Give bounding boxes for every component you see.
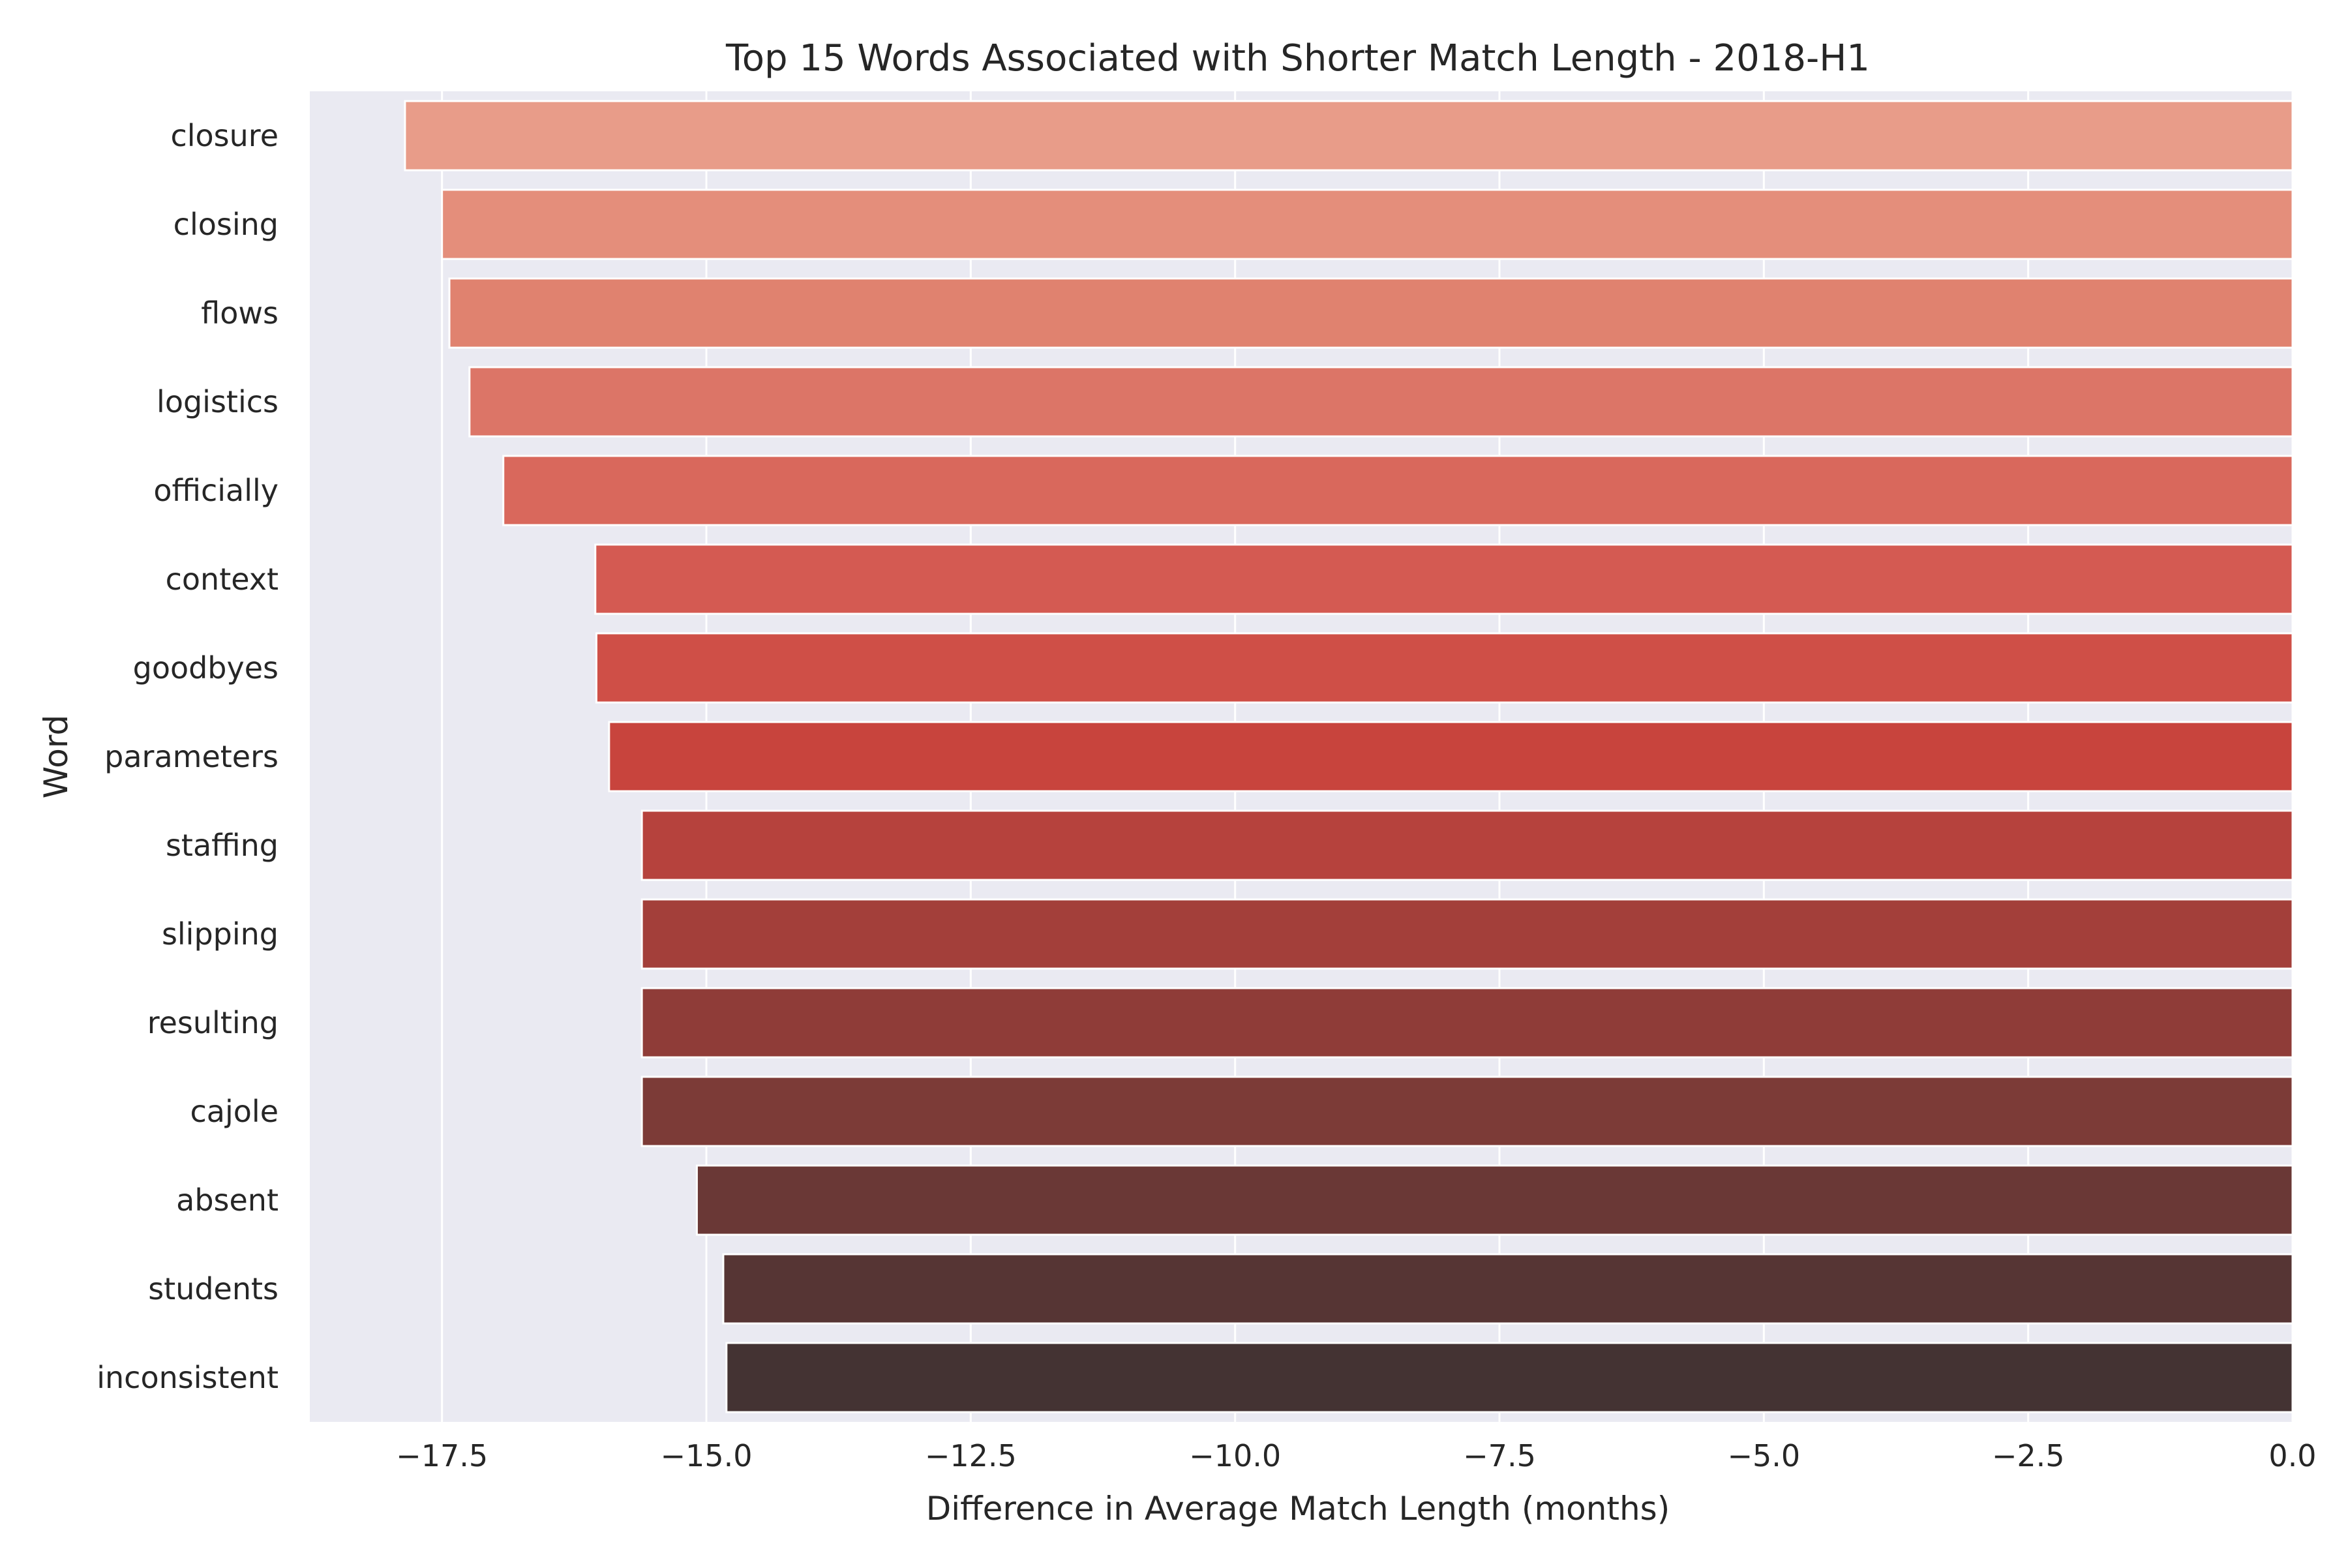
bar-goodbyes — [595, 632, 2294, 704]
bar-closure — [404, 100, 2294, 172]
x-tick-label: −15.0 — [661, 1438, 753, 1473]
x-tick-label: −10.0 — [1189, 1438, 1281, 1473]
y-tick-labels: closure closing flows logistics officially co… — [97, 118, 278, 1395]
bar-flows — [448, 277, 2294, 349]
y-tick-label-students: students — [148, 1271, 278, 1306]
bar-staffing — [640, 809, 2294, 881]
x-tick-labels: −17.5 −15.0 −12.5 −10.0 −7.5 −5.0 −2.5 0.0 — [396, 1438, 2316, 1473]
bar-closing — [441, 188, 2294, 260]
y-tick-label-cajole: cajole — [190, 1094, 278, 1129]
bar-context — [594, 543, 2294, 615]
x-tick-label: −2.5 — [1992, 1438, 2065, 1473]
x-tick-label: −17.5 — [396, 1438, 488, 1473]
x-tick-label: −7.5 — [1463, 1438, 1536, 1473]
bar-students — [722, 1253, 2294, 1325]
y-tick-label-closing: closing — [173, 207, 278, 242]
bar-logistics — [468, 366, 2294, 438]
x-tick-label: −5.0 — [1727, 1438, 1800, 1473]
y-tick-label-resulting: resulting — [147, 1005, 278, 1040]
bar-parameters — [608, 721, 2294, 792]
bar-inconsistent — [725, 1342, 2294, 1413]
y-tick-label-inconsistent: inconsistent — [97, 1360, 278, 1395]
bars — [404, 100, 2294, 1413]
y-tick-label-flows: flows — [201, 295, 278, 331]
bar-officially — [502, 455, 2294, 526]
y-tick-label-officially: officially — [153, 473, 278, 508]
y-axis-label: Word — [37, 715, 75, 799]
y-tick-label-logistics: logistics — [157, 384, 278, 419]
chart-title: Top 15 Words Associated with Shorter Mat… — [725, 37, 1870, 80]
y-tick-label-goodbyes: goodbyes — [133, 650, 278, 686]
x-tick-label: 0.0 — [2268, 1438, 2316, 1473]
y-tick-label-closure: closure — [170, 118, 278, 153]
bar-cajole — [640, 1076, 2294, 1147]
y-tick-label-context: context — [166, 562, 278, 597]
x-tick-label: −12.5 — [925, 1438, 1017, 1473]
y-tick-label-absent: absent — [176, 1183, 278, 1218]
x-axis-label: Difference in Average Match Length (mont… — [926, 1490, 1670, 1528]
bar-resulting — [640, 987, 2294, 1059]
bar-slipping — [640, 898, 2294, 970]
y-tick-label-slipping: slipping — [162, 916, 278, 952]
y-tick-label-staffing: staffing — [166, 828, 278, 863]
bar-absent — [695, 1164, 2294, 1236]
y-tick-label-parameters: parameters — [104, 739, 278, 774]
